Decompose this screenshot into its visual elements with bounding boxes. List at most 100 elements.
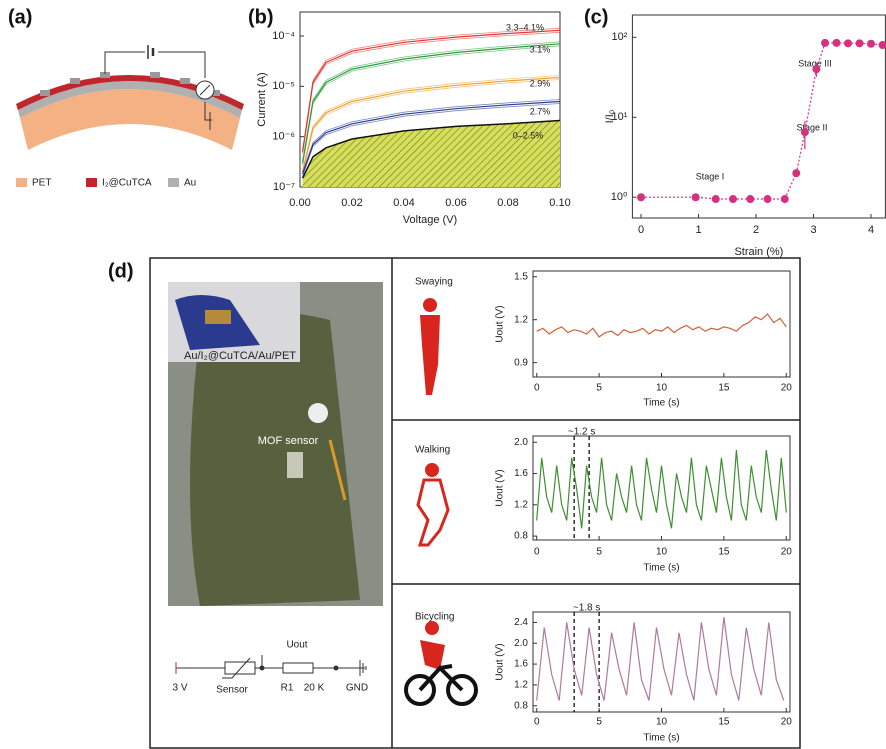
y-tick-label: 10⁰ bbox=[611, 191, 628, 203]
y-tick-label: 1.2 bbox=[514, 680, 528, 691]
x-tick-label: 10 bbox=[656, 547, 668, 558]
x-tick-label: 0.08 bbox=[497, 197, 518, 209]
point bbox=[712, 195, 720, 203]
point bbox=[844, 39, 852, 47]
x-tick-label: 15 bbox=[718, 383, 730, 394]
circuit-label: Sensor bbox=[216, 685, 248, 696]
x-tick-label: 0 bbox=[534, 717, 540, 728]
point bbox=[801, 128, 809, 136]
chart: 0.00 0.02 0.04 0.06 0.08 0.10 10⁻⁷ 10⁻⁶ 10⁻⁵ 10⁻⁴… bbox=[256, 12, 571, 226]
series-label: 2.9% bbox=[530, 78, 551, 88]
y-axis-label: Uout (V) bbox=[495, 469, 506, 506]
icon bbox=[406, 298, 476, 704]
panel-label: (d) bbox=[108, 260, 134, 282]
x-axis-label: Strain (%) bbox=[734, 246, 783, 258]
x-tick-label: 3 bbox=[810, 224, 816, 236]
plot-frame bbox=[533, 436, 790, 540]
point bbox=[792, 169, 800, 177]
series-label: 0–2.5% bbox=[513, 130, 544, 140]
point bbox=[781, 195, 789, 203]
x-axis-label: Time (s) bbox=[643, 398, 679, 409]
point bbox=[746, 195, 754, 203]
y-axis-label: Uout (V) bbox=[495, 305, 506, 342]
circuit-label: GND bbox=[346, 683, 368, 694]
y-tick-label: 10⁻⁵ bbox=[272, 80, 295, 92]
circuit bbox=[176, 655, 366, 678]
panel-label: (b) bbox=[248, 6, 274, 28]
y-tick-label: 10⁻⁷ bbox=[273, 181, 295, 193]
x-tick-label: 0.06 bbox=[445, 197, 466, 209]
annotation: Stage I bbox=[696, 171, 725, 181]
x-tick-label: 20 bbox=[781, 383, 793, 394]
point bbox=[692, 193, 700, 201]
x-tick-label: 0.10 bbox=[549, 197, 570, 209]
y-tick-label: 1.2 bbox=[514, 314, 528, 325]
chart: 051015200.81.21.62.02.4Time (s)Uout (V)~… bbox=[415, 603, 792, 744]
x-axis-label: Voltage (V) bbox=[403, 214, 457, 226]
x-tick-label: 15 bbox=[718, 717, 730, 728]
photo-label: MOF sensor bbox=[258, 435, 319, 447]
y-tick-label: 0.9 bbox=[514, 357, 528, 368]
x-tick-label: 20 bbox=[781, 717, 793, 728]
x-tick-label: 10 bbox=[656, 383, 668, 394]
circuit-label: R1 bbox=[281, 683, 294, 694]
annotation: ~1.2 s bbox=[568, 427, 596, 438]
circuit-label: 3 V bbox=[172, 683, 187, 694]
device-diagram bbox=[16, 45, 244, 187]
series-label: 2.7% bbox=[530, 106, 551, 116]
x-tick-label: 1 bbox=[695, 224, 701, 236]
point bbox=[856, 39, 864, 47]
y-tick-label: 1.6 bbox=[514, 468, 528, 479]
y-tick-label: 10⁻⁴ bbox=[272, 30, 295, 42]
x-tick-label: 0 bbox=[638, 224, 644, 236]
plot-frame bbox=[533, 612, 790, 712]
line bbox=[641, 43, 883, 199]
x-tick-label: 0.00 bbox=[289, 197, 310, 209]
x-tick-label: 0.04 bbox=[393, 197, 414, 209]
x-axis-label: Time (s) bbox=[643, 563, 679, 574]
point bbox=[833, 39, 841, 47]
annotation: ~1.8 s bbox=[573, 603, 601, 614]
panel-label: (c) bbox=[584, 6, 608, 28]
x-tick-label: 0 bbox=[534, 383, 540, 394]
x-tick-label: 2 bbox=[753, 224, 759, 236]
x-tick-label: 5 bbox=[596, 547, 602, 558]
y-tick-label: 2.0 bbox=[514, 437, 528, 448]
page: {"panels":{"labels":["(a)","(b)","(c)","… bbox=[0, 0, 886, 749]
x-tick-label: 5 bbox=[596, 383, 602, 394]
panel-label: (a) bbox=[8, 6, 32, 28]
series-label: 3.3–4.1% bbox=[506, 22, 544, 32]
point bbox=[867, 40, 875, 48]
point bbox=[764, 195, 772, 203]
photo-label: Au/I₂@CuTCA/Au/PET bbox=[184, 350, 296, 362]
y-tick-label: 2.4 bbox=[514, 617, 528, 628]
x-tick-label: 4 bbox=[868, 224, 874, 236]
legend-label: Au bbox=[184, 178, 196, 189]
x-tick-label: 0.02 bbox=[341, 197, 362, 209]
y-tick-label: 0.8 bbox=[514, 700, 528, 711]
y-tick-label: 1.6 bbox=[514, 659, 528, 670]
y-tick-label: 1.5 bbox=[514, 271, 528, 282]
circuit-label: 20 K bbox=[304, 683, 325, 694]
x-tick-label: 0 bbox=[534, 547, 540, 558]
y-tick-label: 10⁻⁶ bbox=[272, 131, 295, 143]
circuit-label: Uout bbox=[286, 640, 307, 651]
y-tick-label: 1.2 bbox=[514, 499, 528, 510]
x-axis-label: Time (s) bbox=[643, 733, 679, 744]
series-label: 3.1% bbox=[530, 44, 551, 54]
point bbox=[637, 193, 645, 201]
y-tick-label: 2.0 bbox=[514, 638, 528, 649]
y-axis-label: Uout (V) bbox=[495, 643, 506, 680]
y-axis-label: I/I₀ bbox=[604, 110, 616, 124]
figure: (a) (b) (c) (d) PET I₂@CuTCA Au Au/I₂@Cu… bbox=[0, 0, 886, 749]
point bbox=[821, 39, 829, 47]
x-tick-label: 10 bbox=[656, 717, 668, 728]
x-tick-label: 15 bbox=[718, 547, 730, 558]
point bbox=[729, 195, 737, 203]
plot-frame bbox=[533, 271, 790, 377]
x-tick-label: 20 bbox=[781, 547, 793, 558]
legend-label: PET bbox=[32, 178, 51, 189]
